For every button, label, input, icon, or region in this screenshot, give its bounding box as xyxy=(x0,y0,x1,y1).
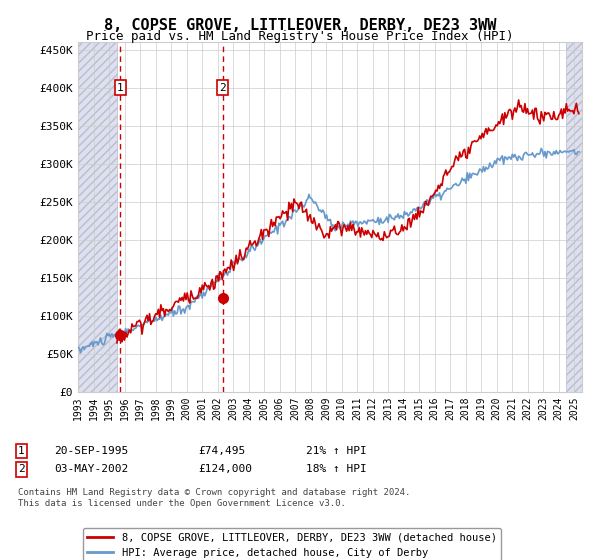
Text: 1: 1 xyxy=(18,446,25,456)
Text: £74,495: £74,495 xyxy=(198,446,245,456)
Text: 18% ↑ HPI: 18% ↑ HPI xyxy=(306,464,367,474)
Text: 03-MAY-2002: 03-MAY-2002 xyxy=(54,464,128,474)
Text: 21% ↑ HPI: 21% ↑ HPI xyxy=(306,446,367,456)
Bar xyxy=(566,42,582,392)
Text: 8, COPSE GROVE, LITTLEOVER, DERBY, DE23 3WW: 8, COPSE GROVE, LITTLEOVER, DERBY, DE23 … xyxy=(104,18,496,33)
Text: Price paid vs. HM Land Registry's House Price Index (HPI): Price paid vs. HM Land Registry's House … xyxy=(86,30,514,43)
Text: 2: 2 xyxy=(220,83,226,92)
Text: 20-SEP-1995: 20-SEP-1995 xyxy=(54,446,128,456)
Legend: 8, COPSE GROVE, LITTLEOVER, DERBY, DE23 3WW (detached house), HPI: Average price: 8, COPSE GROVE, LITTLEOVER, DERBY, DE23 … xyxy=(83,528,501,560)
Bar xyxy=(78,42,117,392)
Text: 1: 1 xyxy=(117,83,124,92)
Text: 2: 2 xyxy=(18,464,25,474)
Text: Contains HM Land Registry data © Crown copyright and database right 2024.
This d: Contains HM Land Registry data © Crown c… xyxy=(18,488,410,508)
Text: £124,000: £124,000 xyxy=(198,464,252,474)
